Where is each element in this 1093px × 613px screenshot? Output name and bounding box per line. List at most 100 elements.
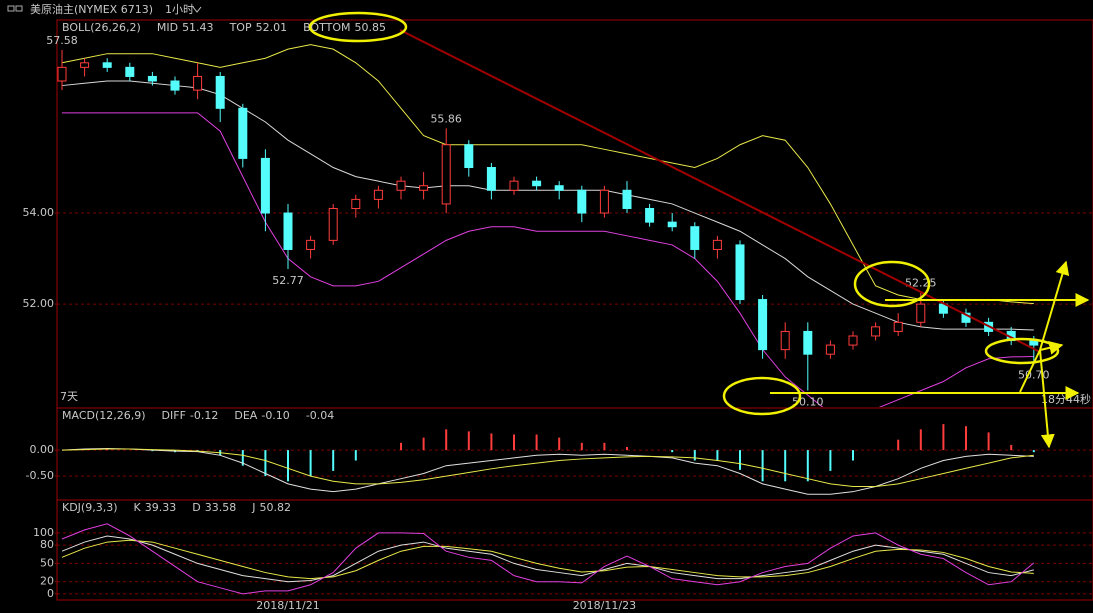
- indicator-line: [61, 523, 1035, 595]
- candle-body: [622, 189, 632, 209]
- arrow: [1039, 349, 1055, 449]
- highlight-ellipse: [722, 376, 802, 416]
- indicator-readout: 50.85: [354, 21, 386, 34]
- candle-body: [825, 344, 835, 355]
- candle-body: [464, 144, 474, 169]
- dropdown-icon[interactable]: [192, 6, 202, 13]
- candle-body: [193, 75, 203, 91]
- indicator-line: [61, 448, 1034, 495]
- candle-body: [486, 167, 496, 191]
- candle-body: [328, 207, 338, 241]
- x-tick-label: 2018/11/21: [256, 599, 319, 612]
- panel: [57, 424, 1093, 495]
- indicator-readout: DIFF: [162, 409, 186, 422]
- candle-body: [532, 180, 542, 187]
- indicator-readout: 39.33: [145, 501, 177, 514]
- candle-body: [170, 80, 180, 91]
- candle-body: [780, 330, 790, 351]
- indicator-readout: 33.58: [205, 501, 237, 514]
- period[interactable]: 1小时: [165, 3, 194, 16]
- candle-body: [735, 244, 745, 301]
- candle-body: [667, 221, 677, 228]
- indicator-readout: D: [192, 501, 200, 514]
- indicator-readout: MID: [157, 21, 178, 34]
- panel: [57, 523, 1093, 595]
- candle-body: [102, 62, 112, 68]
- indicator-line: [62, 112, 1034, 407]
- low-label: 52.77: [272, 274, 304, 287]
- candle-body: [57, 66, 67, 82]
- candle-body: [712, 239, 722, 250]
- candle-body: [147, 75, 157, 82]
- y-tick-label: 52.00: [23, 297, 55, 310]
- candle-body: [306, 239, 316, 250]
- indicator-readout: BOLL(26,26,2): [62, 21, 141, 34]
- indicator-readout: 52.01: [256, 21, 288, 34]
- candle-body: [260, 157, 270, 214]
- indicator-readout: K: [134, 501, 142, 514]
- indicator-readout: DEA: [234, 409, 257, 422]
- candle-body: [238, 107, 248, 159]
- candle-body: [871, 326, 881, 337]
- arrow: [1019, 349, 1041, 393]
- indicator-readout: 51.43: [182, 21, 214, 34]
- instrument[interactable]: 美原油主(NYMEX 6713): [30, 2, 153, 16]
- toolbar: 美原油主(NYMEX 6713) 1小时: [7, 2, 202, 16]
- y-tick-label: 20: [40, 575, 54, 588]
- candle-body: [351, 198, 361, 209]
- candle-body: [509, 180, 519, 191]
- candle-body: [80, 62, 90, 68]
- plot-frame: [56, 19, 1093, 601]
- icon: [15, 5, 23, 12]
- candle-body: [215, 75, 225, 109]
- annotation: 7天: [60, 390, 78, 403]
- candle-body: [690, 226, 700, 250]
- high-label: 57.58: [46, 34, 78, 47]
- y-tick-label: -0.50: [26, 469, 54, 482]
- candle-body: [577, 189, 587, 214]
- candle-body: [554, 185, 564, 191]
- annotations: [308, 11, 1090, 449]
- candle-body: [803, 330, 813, 355]
- indicator-readout: -0.04: [306, 409, 334, 422]
- candle-body: [441, 144, 451, 205]
- candle-body: [283, 212, 293, 250]
- panel: [57, 44, 1093, 407]
- y-tick-label: 50: [40, 556, 54, 569]
- indicator-readout: J: [251, 501, 255, 514]
- candle-body: [848, 335, 858, 346]
- highlight-ellipse: [853, 260, 931, 308]
- candle-body: [599, 189, 609, 214]
- indicator-readout: 50.82: [259, 501, 291, 514]
- indicator-line: [61, 44, 1034, 305]
- y-tick-label: 100: [33, 526, 54, 539]
- candle-body: [373, 189, 383, 200]
- high-label: 55.86: [430, 112, 462, 125]
- high-label: 52.25: [905, 277, 937, 290]
- trend-line: [399, 29, 1041, 353]
- indicator-line: [61, 539, 1034, 580]
- plots: 54.00 52.00 BOLL(26,26,2) MID 51.43 TOP 52.01 B…: [23, 21, 1093, 612]
- low-label: 50.70: [1018, 368, 1050, 381]
- candle-body: [396, 180, 406, 191]
- arrow: [1039, 340, 1064, 355]
- indicator-readout: TOP: [229, 21, 252, 34]
- candle-body: [125, 66, 135, 77]
- candle-body: [758, 299, 768, 351]
- candle-body: [916, 303, 926, 323]
- indicator-line: [61, 448, 1034, 487]
- annotation: 18分44秒: [1041, 392, 1091, 406]
- candle-body: [645, 207, 655, 223]
- candle-body: [893, 321, 903, 332]
- indicator-readout: BOTTOM: [303, 21, 350, 34]
- indicator-line: [61, 535, 1034, 583]
- y-tick-label: 54.00: [23, 206, 55, 219]
- indicator-readout: MACD(12,26,9): [62, 409, 146, 422]
- x-tick-label: 2018/11/23: [573, 599, 636, 612]
- highlight-ellipse: [308, 11, 408, 43]
- indicator-readout: KDJ(9,3,3): [62, 501, 118, 514]
- y-tick-label: 0: [47, 587, 54, 600]
- icon: [7, 5, 15, 12]
